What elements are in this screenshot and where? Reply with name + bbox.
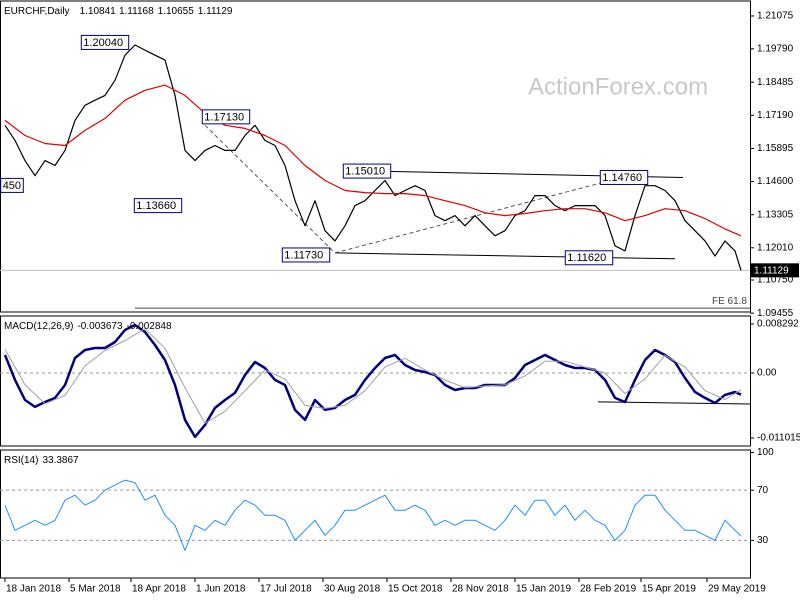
price-label-box [201,109,251,125]
panel-reading: -0.003673 [77,321,122,332]
x-tick-label: 15 Oct 2018 [388,584,443,595]
trend-line [204,124,336,254]
x-tick-label: 15 Jan 2019 [516,584,571,595]
price-label: 1.20040 [83,37,123,49]
price-label-box [342,163,392,179]
price-label: 450 [3,180,21,192]
price-label-box [564,250,614,266]
panel-reading: -0.002848 [127,321,172,332]
y-tick-label: 30 [757,535,769,546]
panel-header: MACD(12,26,9) -0.003673 -0.002848 [4,321,172,332]
x-tick-label: 18 Apr 2018 [132,584,186,595]
y-tick-label: 100 [757,447,774,458]
series-line [4,328,742,424]
x-tick-label: 28 Feb 2019 [580,584,637,595]
price-label-box [133,198,183,214]
series-line [4,84,742,237]
x-tick-label: 30 Aug 2018 [324,584,381,595]
price-label-box [80,34,130,50]
panel-header: RSI(14) 33.3867 [4,455,79,466]
trend-line [597,401,751,405]
y-tick-label: 1.17190 [757,110,794,121]
panel-title: RSI(14) [4,455,38,466]
watermark: ActionForex.com [528,73,708,100]
panel-reading: 33.3867 [42,455,79,466]
y-tick-label: -0.011015 [757,433,800,444]
price-label: 1.17130 [204,111,244,123]
trend-line [334,252,676,260]
current-price-label: 1.11129 [754,265,789,276]
y-tick-label: 1.09455 [757,308,794,319]
x-tick-label: 15 Apr 2019 [642,584,696,595]
y-tick-label: 1.10750 [757,275,794,286]
panel-reading: 1.10655 [158,6,195,17]
x-tick-label: 17 Jul 2018 [260,584,312,595]
x-tick-label: 1 Jun 2018 [196,584,246,595]
y-tick-label: 70 [757,485,769,496]
x-tick-label: 29 May 2019 [708,584,766,595]
x-tick-label: 28 Nov 2018 [452,584,509,595]
current-price-box [751,263,799,278]
panel-frame [0,0,751,313]
price-label: 1.15010 [345,165,385,177]
y-tick-label: 1.12010 [757,242,794,253]
price-label: 1.11730 [284,249,323,261]
y-tick-label: 1.19790 [757,43,794,54]
y-tick-label: 1.21075 [757,11,794,22]
price-label-box [0,177,24,193]
price-label: 1.13660 [136,200,176,212]
panel-frame [0,315,751,447]
y-tick-label: 0.008292 [757,319,799,330]
panel-reading: 1.11129 [198,6,233,17]
price-label: 1.14760 [602,172,642,184]
y-tick-label: 0.00 [757,368,777,379]
series-line [3,323,742,439]
panel-header: EURCHF,Daily 1.10841 1.11168 1.10655 1.11129 [4,6,233,17]
y-tick-label: 1.15895 [757,143,794,154]
panel-title: MACD(12,26,9) [4,321,73,332]
fe-label: FE 61.8 [712,296,747,307]
price-label-box [599,169,649,185]
price-label: 1.11620 [567,252,606,264]
x-tick-label: 18 Jan 2018 [6,584,61,595]
panel-title: EURCHF,Daily [4,6,70,17]
y-tick-label: 1.13305 [757,209,794,220]
price-label-box [281,247,331,263]
panel-frame [0,449,751,579]
series-line [4,44,742,271]
y-tick-label: 1.14600 [757,176,794,187]
x-tick-label: 5 Mar 2018 [70,584,121,595]
y-tick-label: 1.18485 [757,77,794,88]
panel-reading: 1.11168 [119,6,154,17]
panel-reading: 1.10841 [80,6,117,17]
series-line [4,479,742,551]
